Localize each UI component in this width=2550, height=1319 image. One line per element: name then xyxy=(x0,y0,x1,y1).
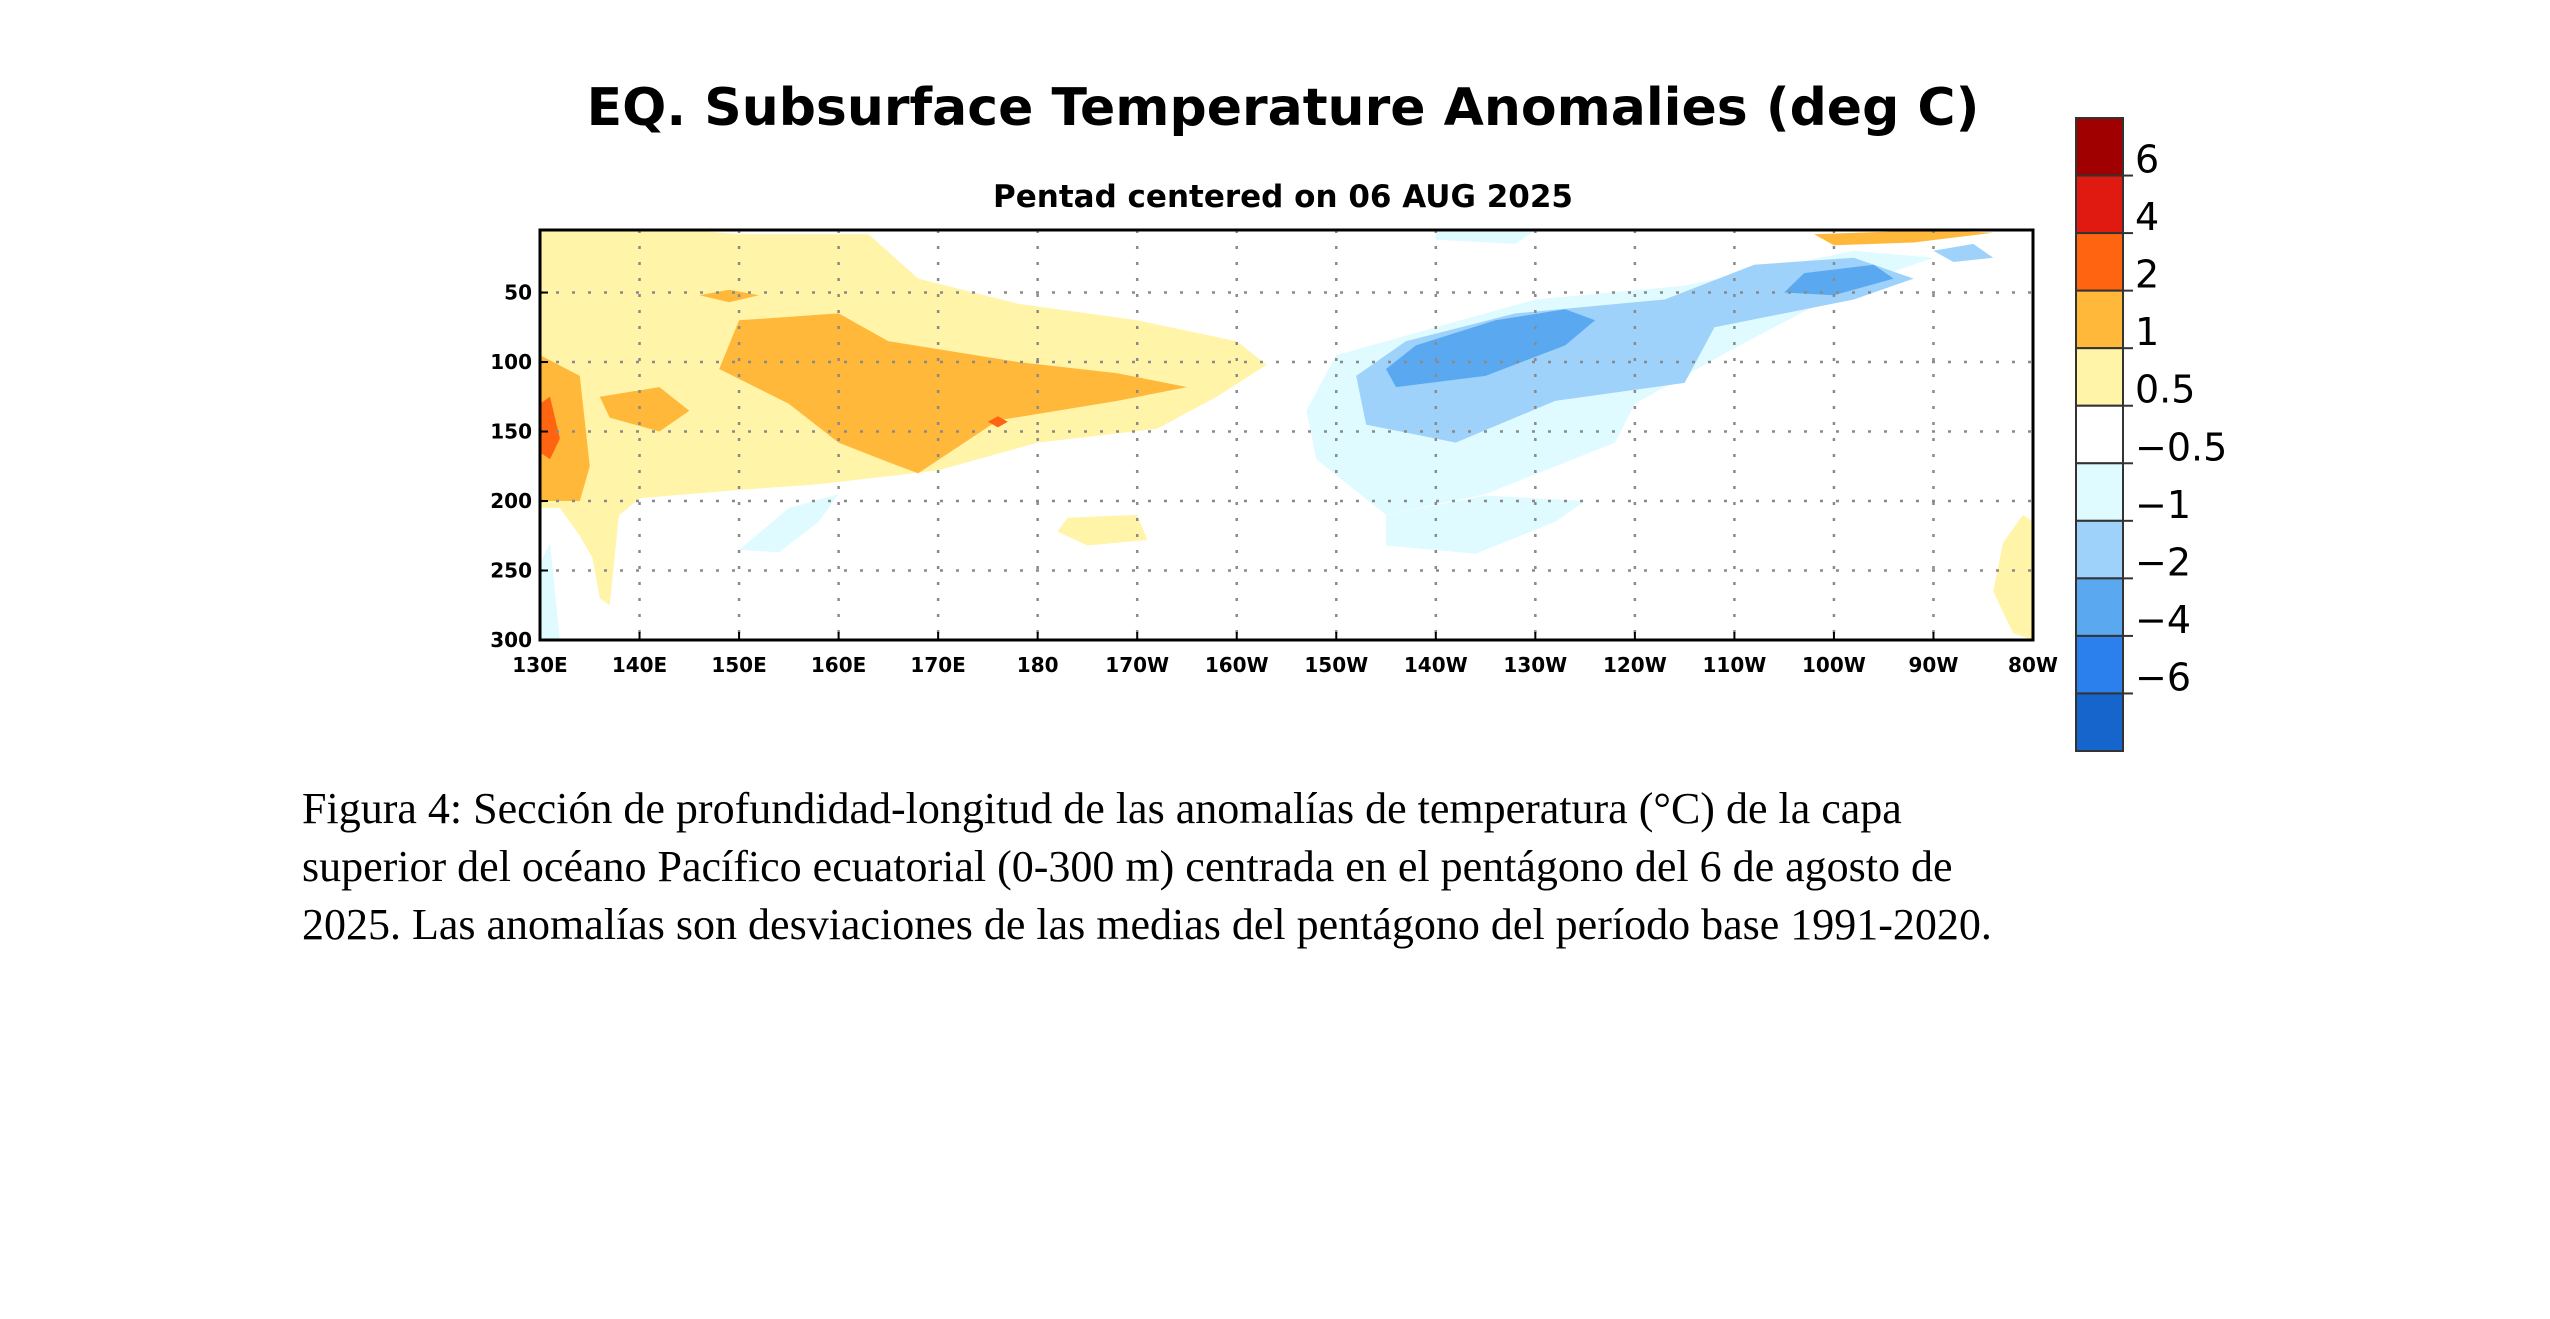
y-tick-label: 50 xyxy=(504,281,532,305)
x-tick-label: 160E xyxy=(811,653,866,677)
anomaly-region-9 xyxy=(1993,514,2033,640)
caption-line-1: Figura 4: Sección de profundidad-longitu… xyxy=(302,784,1902,833)
y-tick-label: 200 xyxy=(490,489,532,513)
x-tick-label: 120W xyxy=(1603,653,1667,677)
x-tick-label: 140W xyxy=(1404,653,1468,677)
colorbar-swatch xyxy=(2075,232,2124,292)
figure-caption: Figura 4: Sección de profundidad-longitu… xyxy=(302,780,2262,954)
anomaly-region-18 xyxy=(1386,309,1596,388)
colorbar-swatch xyxy=(2075,519,2124,580)
anomaly-region-3 xyxy=(599,387,690,432)
y-tick-label: 100 xyxy=(490,350,532,374)
colorbar-swatch xyxy=(2075,634,2124,695)
x-tick-label: 150E xyxy=(711,653,766,677)
colorbar-label: −2 xyxy=(2135,540,2191,584)
y-tick-label: 150 xyxy=(490,420,532,444)
anomaly-region-10 xyxy=(589,494,620,606)
anomaly-region-15 xyxy=(540,542,560,640)
colorbar-label: 6 xyxy=(2135,138,2159,182)
anomaly-region-19 xyxy=(1784,264,1894,296)
colorbar-label: −4 xyxy=(2135,598,2191,642)
caption-line-3: 2025. Las anomalías son desviaciones de … xyxy=(302,900,1992,949)
anomaly-region-13 xyxy=(1386,495,1586,554)
anomaly-region-4 xyxy=(699,289,759,303)
anomaly-region-6 xyxy=(540,396,560,460)
colorbar-label: −6 xyxy=(2135,655,2191,699)
x-axis: 130E 140E 150E 160E 170E 180 170W 160W 150W 140W 1… xyxy=(512,632,2058,677)
anomaly-region-16 xyxy=(1356,257,1914,443)
colorbar-swatch xyxy=(2075,577,2124,637)
colorbar-swatch xyxy=(2075,462,2124,522)
x-tick-label: 110W xyxy=(1702,653,1766,677)
colorbar-label: 0.5 xyxy=(2135,368,2195,412)
colorbar-swatch xyxy=(2075,117,2124,177)
anomaly-region-8 xyxy=(1057,514,1148,546)
x-tick-label: 80W xyxy=(2008,653,2058,677)
y-axis: 50 100 150 200 250 300 xyxy=(490,281,548,652)
x-tick-label: 180 xyxy=(1017,653,1059,677)
x-tick-label: 170W xyxy=(1105,653,1169,677)
chart: EQ. Subsurface Temperature Anomalies (de… xyxy=(490,78,2227,752)
anomaly-region-14 xyxy=(739,494,839,553)
anomaly-region-11 xyxy=(1435,230,1536,244)
x-tick-label: 90W xyxy=(1909,653,1959,677)
plot-frame xyxy=(538,228,2035,642)
anomaly-region-1 xyxy=(540,355,590,501)
colorbar-label: 4 xyxy=(2135,195,2159,239)
chart-title: EQ. Subsurface Temperature Anomalies (de… xyxy=(587,78,1980,138)
chart-subtitle: Pentad centered on 06 AUG 2025 xyxy=(993,179,1573,215)
anomaly-region-7 xyxy=(987,416,1008,428)
colorbar-label: −1 xyxy=(2135,483,2191,527)
colorbar-label: 2 xyxy=(2135,253,2159,297)
y-tick-label: 300 xyxy=(490,628,532,652)
colorbar-swatch xyxy=(2075,692,2124,752)
x-tick-label: 130W xyxy=(1503,653,1567,677)
anomaly-region-2 xyxy=(719,313,1187,474)
y-tick-label: 250 xyxy=(490,559,532,583)
colorbar-swatch xyxy=(2075,289,2124,350)
x-tick-label: 170E xyxy=(910,653,965,677)
colorbar: 6 4 2 1 0.5 −0.5 −1 −2 −4 −6 xyxy=(2075,117,2227,752)
anomaly-region-5 xyxy=(1814,230,1994,246)
colorbar-swatch xyxy=(2075,404,2124,465)
anomaly-region-17 xyxy=(1933,243,1994,262)
x-tick-label: 160W xyxy=(1205,653,1269,677)
x-tick-label: 130E xyxy=(512,653,567,677)
colorbar-label: 1 xyxy=(2135,310,2159,354)
colorbar-swatch xyxy=(2075,347,2124,407)
colorbar-swatch xyxy=(2075,174,2124,235)
x-tick-label: 100W xyxy=(1802,653,1866,677)
anomaly-regions xyxy=(540,230,2033,640)
colorbar-label: −0.5 xyxy=(2135,425,2227,469)
x-tick-label: 140E xyxy=(612,653,667,677)
caption-line-2: superior del océano Pacífico ecuatorial … xyxy=(302,842,1953,891)
x-tick-label: 150W xyxy=(1304,653,1368,677)
